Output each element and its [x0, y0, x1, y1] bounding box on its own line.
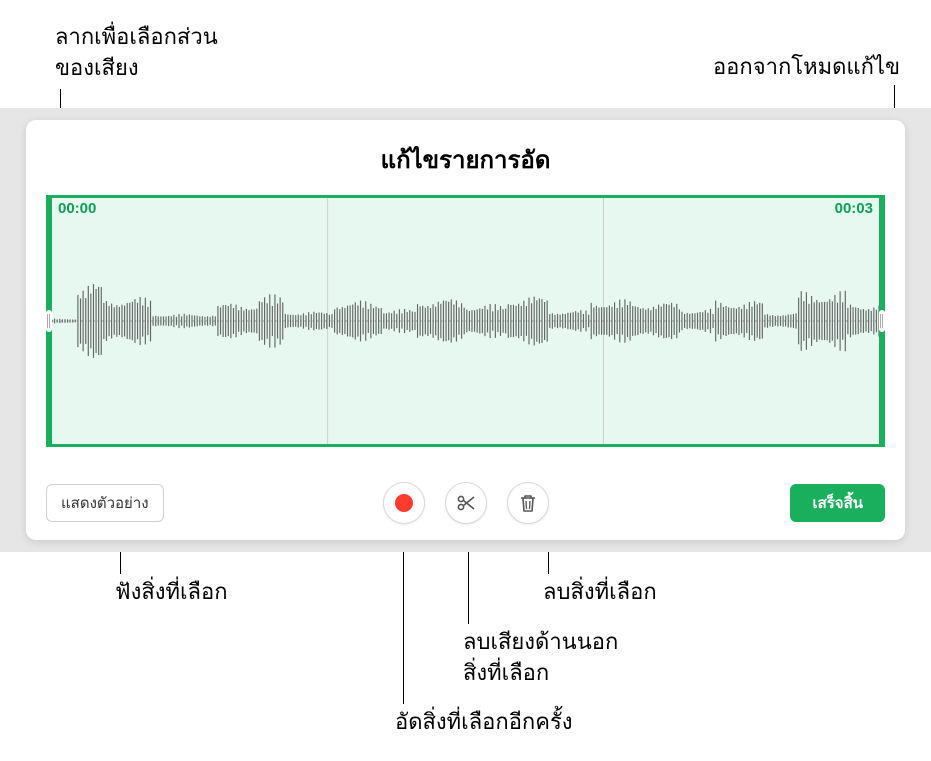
- center-controls: [383, 482, 549, 524]
- editor-panel: แก้ไขรายการอัด 00:00 00:03 แสดงตัวอย่าง: [26, 120, 905, 540]
- callout-exit-edit: ออกจากโหมดแก้ไข: [713, 52, 900, 83]
- editor-title: แก้ไขรายการอัด: [26, 120, 905, 195]
- delete-button[interactable]: [507, 482, 549, 524]
- leader-line: [403, 530, 404, 704]
- record-icon: [395, 494, 413, 512]
- waveform-canvas: [52, 198, 879, 444]
- record-button[interactable]: [383, 482, 425, 524]
- callout-text: อัดสิ่งที่เลือกอีกครั้ง: [395, 709, 573, 734]
- callout-delete: ลบสิ่งที่เลือก: [543, 577, 657, 608]
- trim-handle-left[interactable]: [46, 310, 52, 332]
- callout-text: ออกจากโหมดแก้ไข: [713, 54, 900, 79]
- callout-drag-select: ลากเพื่อเลือกส่วนของเสียง: [55, 22, 218, 84]
- callout-text: ลบเสียงด้านนอกสิ่งที่เลือก: [463, 629, 618, 685]
- callout-text: ฟังสิ่งที่เลือก: [115, 579, 228, 604]
- editor-toolbar: แสดงตัวอย่าง เสร็จสิ้น: [46, 484, 885, 522]
- trim-button[interactable]: [445, 482, 487, 524]
- trim-handle-right[interactable]: [879, 310, 885, 332]
- waveform-selection[interactable]: 00:00 00:03: [46, 195, 885, 447]
- callout-text: ลบสิ่งที่เลือก: [543, 579, 657, 604]
- preview-button[interactable]: แสดงตัวอย่าง: [46, 484, 164, 522]
- done-button[interactable]: เสร็จสิ้น: [790, 484, 885, 522]
- trash-icon: [519, 493, 537, 513]
- callout-text: ลากเพื่อเลือกส่วนของเสียง: [55, 24, 218, 80]
- scissors-icon: [456, 493, 476, 513]
- callout-rerecord: อัดสิ่งที่เลือกอีกครั้ง: [395, 707, 573, 738]
- callout-listen: ฟังสิ่งที่เลือก: [115, 577, 228, 608]
- callout-delete-outside: ลบเสียงด้านนอกสิ่งที่เลือก: [463, 627, 618, 689]
